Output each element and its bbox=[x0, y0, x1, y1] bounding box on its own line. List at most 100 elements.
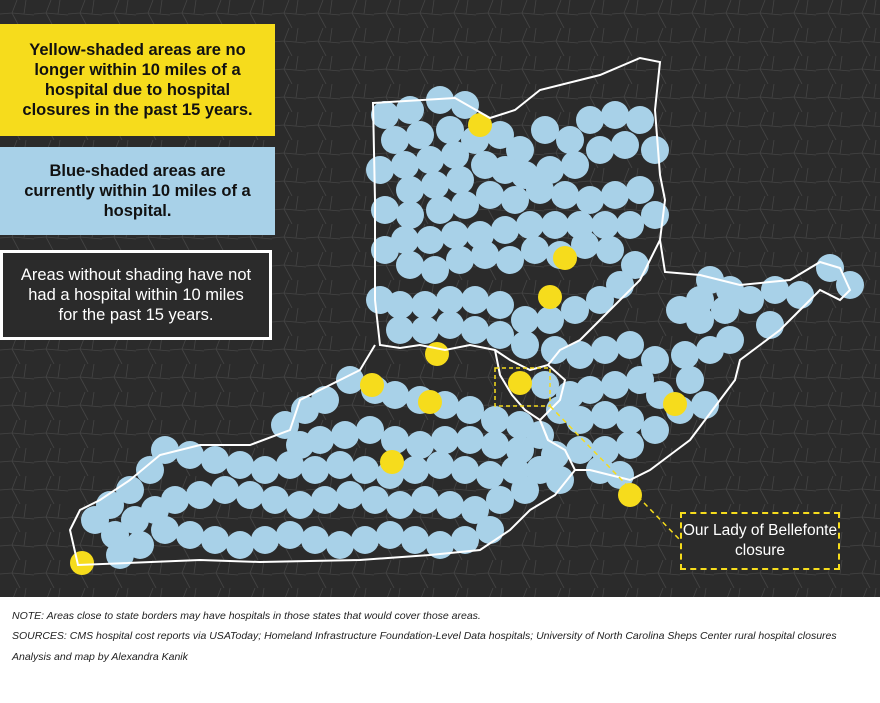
coverage-circle bbox=[591, 211, 619, 239]
closure-circle bbox=[360, 373, 384, 397]
coverage-circle bbox=[176, 441, 204, 469]
coverage-circle bbox=[626, 106, 654, 134]
coverage-circle bbox=[511, 476, 539, 504]
coverage-circle bbox=[461, 496, 489, 524]
legend-unshaded-areas: Areas without shading have not had a hos… bbox=[0, 250, 272, 340]
coverage-circle bbox=[486, 291, 514, 319]
coverage-circle bbox=[401, 526, 429, 554]
coverage-circle bbox=[186, 481, 214, 509]
coverage-circle bbox=[421, 256, 449, 284]
coverage-circle bbox=[276, 521, 304, 549]
coverage-circle bbox=[251, 456, 279, 484]
coverage-circle bbox=[381, 126, 409, 154]
coverage-circle bbox=[386, 491, 414, 519]
coverage-circles bbox=[70, 86, 864, 575]
coverage-circle bbox=[561, 296, 589, 324]
coverage-circle bbox=[456, 396, 484, 424]
coverage-circle bbox=[311, 486, 339, 514]
closure-circle bbox=[468, 113, 492, 137]
coverage-circle bbox=[396, 201, 424, 229]
coverage-circle bbox=[556, 126, 584, 154]
coverage-circle bbox=[446, 246, 474, 274]
coverage-circle bbox=[416, 226, 444, 254]
coverage-circle bbox=[451, 526, 479, 554]
coverage-circle bbox=[586, 286, 614, 314]
closure-circle bbox=[663, 392, 687, 416]
closure-circle bbox=[425, 342, 449, 366]
coverage-circle bbox=[511, 306, 539, 334]
coverage-circle bbox=[566, 341, 594, 369]
credit-text: Analysis and map by Alexandra Kanik bbox=[12, 651, 188, 663]
coverage-circle bbox=[566, 436, 594, 464]
coverage-circle bbox=[306, 426, 334, 454]
legend-covered-areas: Blue-shaded areas are currently within 1… bbox=[0, 147, 275, 235]
coverage-circle bbox=[591, 401, 619, 429]
closure-circle bbox=[418, 390, 442, 414]
coverage-circle bbox=[301, 456, 329, 484]
coverage-circle bbox=[626, 176, 654, 204]
callout-label: Our Lady of Bellefonte closure bbox=[680, 512, 840, 570]
coverage-circle bbox=[161, 486, 189, 514]
coverage-circle bbox=[336, 366, 364, 394]
coverage-circle bbox=[476, 516, 504, 544]
coverage-circle bbox=[331, 421, 359, 449]
coverage-circle bbox=[271, 411, 299, 439]
coverage-circle bbox=[436, 116, 464, 144]
coverage-circle bbox=[551, 181, 579, 209]
coverage-circle bbox=[201, 446, 229, 474]
coverage-circle bbox=[501, 186, 529, 214]
west-virginia-border bbox=[538, 239, 852, 482]
coverage-circle bbox=[471, 151, 499, 179]
coverage-circle bbox=[451, 191, 479, 219]
coverage-circle bbox=[786, 281, 814, 309]
coverage-circle bbox=[386, 316, 414, 344]
coverage-circle bbox=[371, 236, 399, 264]
legend-closed-areas: Yellow-shaded areas are no longer within… bbox=[0, 24, 275, 136]
coverage-circle bbox=[326, 451, 354, 479]
coverage-circle bbox=[436, 286, 464, 314]
coverage-circle bbox=[541, 211, 569, 239]
coverage-circle bbox=[531, 371, 559, 399]
closure-circle bbox=[553, 246, 577, 270]
coverage-circle bbox=[571, 231, 599, 259]
coverage-circle bbox=[236, 481, 264, 509]
coverage-circle bbox=[351, 456, 379, 484]
coverage-circle bbox=[696, 336, 724, 364]
coverage-circle bbox=[616, 431, 644, 459]
coverage-circle bbox=[361, 486, 389, 514]
closure-highlight-box bbox=[494, 367, 551, 407]
coverage-circle bbox=[411, 291, 439, 319]
coverage-circle bbox=[736, 286, 764, 314]
coverage-circle bbox=[506, 411, 534, 439]
coverage-circle bbox=[426, 86, 454, 114]
coverage-circle bbox=[116, 476, 144, 504]
footer-notes: NOTE: Areas close to state borders may h… bbox=[12, 610, 862, 671]
coverage-circle bbox=[436, 491, 464, 519]
coverage-circle bbox=[456, 426, 484, 454]
coverage-circle bbox=[431, 426, 459, 454]
coverage-circle bbox=[566, 406, 594, 434]
coverage-circle bbox=[576, 106, 604, 134]
coverage-circle bbox=[201, 526, 229, 554]
coverage-circle bbox=[226, 451, 254, 479]
coverage-circle bbox=[401, 456, 429, 484]
coverage-circle bbox=[351, 526, 379, 554]
coverage-circle bbox=[641, 136, 669, 164]
coverage-circle bbox=[441, 221, 469, 249]
coverage-circle bbox=[641, 346, 669, 374]
coverage-circle bbox=[211, 476, 239, 504]
coverage-circle bbox=[461, 316, 489, 344]
coverage-circle bbox=[686, 306, 714, 334]
coverage-circle bbox=[371, 101, 399, 129]
coverage-circle bbox=[596, 236, 624, 264]
coverage-circle bbox=[676, 366, 704, 394]
coverage-circle bbox=[406, 121, 434, 149]
coverage-circle bbox=[671, 341, 699, 369]
coverage-circle bbox=[396, 251, 424, 279]
coverage-circle bbox=[486, 486, 514, 514]
coverage-circle bbox=[816, 254, 844, 282]
coverage-circle bbox=[601, 181, 629, 209]
coverage-circle bbox=[626, 366, 654, 394]
coverage-circle bbox=[426, 531, 454, 559]
coverage-circle bbox=[606, 461, 634, 489]
